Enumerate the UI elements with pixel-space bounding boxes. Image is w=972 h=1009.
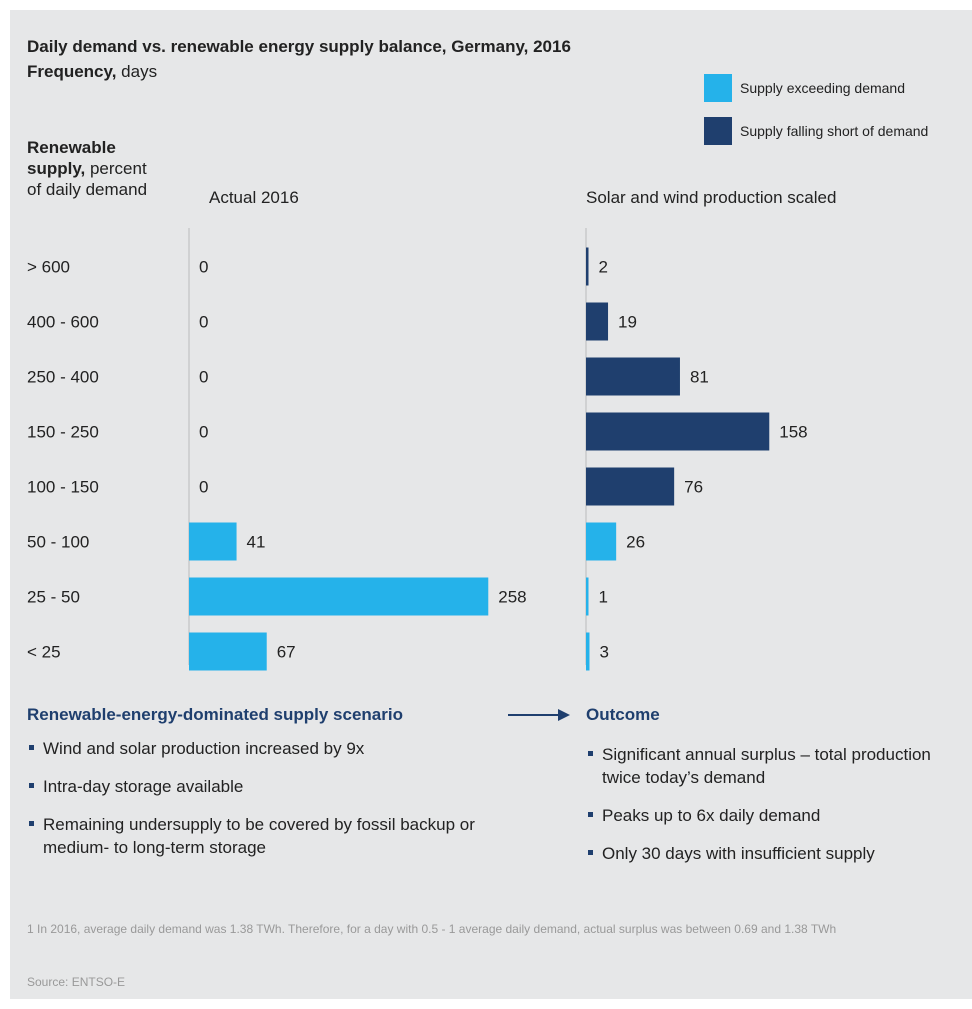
data-label: 0 (199, 478, 208, 497)
legend-item-short: Supply falling short of demand (704, 117, 928, 145)
data-label: 81 (690, 368, 709, 387)
bar (189, 522, 237, 561)
category-label: 50 - 100 (27, 533, 89, 552)
subtitle-rest: days (116, 62, 158, 81)
source: Source: ENTSO-E (27, 975, 126, 989)
category-label: 25 - 50 (27, 588, 80, 607)
data-label: 41 (247, 533, 266, 552)
category-label: 400 - 600 (27, 313, 99, 332)
data-label: 0 (199, 368, 208, 387)
category-label: 250 - 400 (27, 368, 99, 387)
scenario-item: Remaining undersupply to be covered by f… (27, 813, 507, 859)
chart-title: Daily demand vs. renewable energy supply… (27, 37, 571, 56)
data-label: 158 (779, 423, 807, 442)
category-label: > 600 (27, 258, 70, 277)
scenario-list: Wind and solar production increased by 9… (27, 737, 507, 874)
outcome-title: Outcome (586, 705, 660, 724)
legend-swatch-exceeding (704, 74, 732, 102)
outcome-list: Significant annual surplus – total produ… (586, 743, 956, 880)
panel-title-scaled: Solar and wind production scaled (586, 188, 837, 207)
bar (586, 302, 609, 341)
data-label: 67 (277, 643, 296, 662)
scenario-item: Wind and solar production increased by 9… (27, 737, 507, 760)
data-label: 2 (599, 258, 608, 277)
chart-subtitle: Frequency, days (27, 62, 157, 82)
bar (586, 247, 589, 286)
scenario-item: Intra-day storage available (27, 775, 507, 798)
footnote: 1 In 2016, average daily demand was 1.38… (27, 922, 837, 936)
scenario-title: Renewable-energy-dominated supply scenar… (27, 705, 403, 724)
data-label: 0 (199, 313, 208, 332)
data-label: 76 (684, 478, 703, 497)
category-label: 150 - 250 (27, 423, 99, 442)
data-label: 26 (626, 533, 645, 552)
data-label: 3 (599, 643, 608, 662)
chart-panel (10, 10, 972, 999)
legend-swatch-short (704, 117, 732, 145)
subtitle-bold: Frequency, (27, 62, 117, 81)
bar (586, 467, 675, 506)
bar (586, 632, 590, 671)
legend-item-exceeding: Supply exceeding demand (704, 74, 905, 102)
bar (586, 357, 680, 396)
data-label: 0 (199, 423, 208, 442)
y-axis-label-bold: Renewable supply, (27, 138, 116, 178)
bar (189, 577, 489, 616)
data-label: 1 (599, 588, 608, 607)
data-label: 19 (618, 313, 637, 332)
bar (189, 632, 267, 671)
y-axis-label-rest: percent of daily demand (27, 159, 148, 199)
panel-title-actual: Actual 2016 (209, 188, 299, 207)
data-label: 258 (498, 588, 526, 607)
bar (586, 577, 589, 616)
outcome-item: Peaks up to 6x daily demand (586, 804, 956, 827)
legend-label-exceeding: Supply exceeding demand (740, 80, 906, 96)
legend-label-short: Supply falling short of demand (740, 123, 929, 139)
arrow-right-icon (508, 709, 570, 721)
bar (586, 522, 617, 561)
bar (586, 412, 770, 451)
y-axis-label: Renewable supply, percent of daily demand (27, 137, 147, 200)
category-label: 100 - 150 (27, 478, 99, 497)
outcome-item: Significant annual surplus – total produ… (586, 743, 956, 789)
category-label: < 25 (27, 643, 61, 662)
bar-chart: > 600 400 - 600 250 - 400 150 - 250 100 - 15… (27, 228, 808, 671)
outcome-item: Only 30 days with insufficient supply (586, 842, 956, 865)
data-label: 0 (199, 258, 208, 277)
